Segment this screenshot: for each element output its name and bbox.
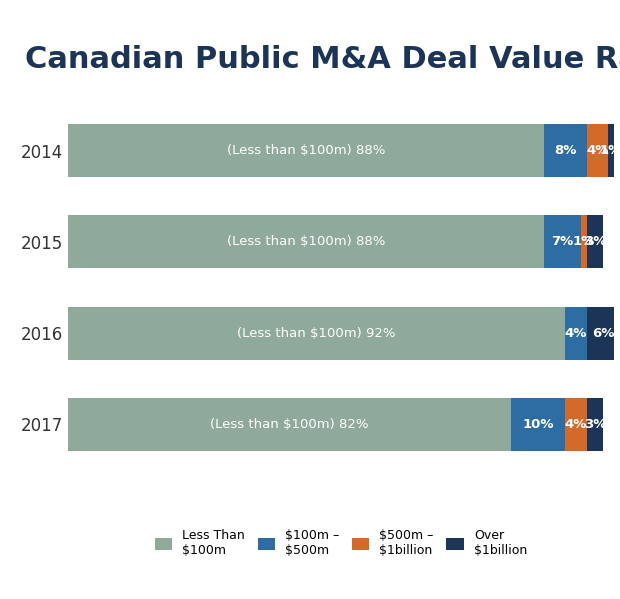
Text: Canadian Public M&A Deal Value Ranges: Canadian Public M&A Deal Value Ranges bbox=[25, 45, 620, 74]
Text: 1%: 1% bbox=[600, 144, 620, 157]
Bar bbox=[565, 307, 587, 359]
Bar bbox=[582, 216, 587, 268]
Legend: Less Than
$100m, $100m –
$500m, $500m –
$1billion, Over
$1billion: Less Than $100m, $100m – $500m, $500m – … bbox=[155, 530, 527, 557]
Text: (Less than $100m) 82%: (Less than $100m) 82% bbox=[210, 418, 369, 431]
Text: 3%: 3% bbox=[583, 235, 606, 249]
Bar bbox=[68, 307, 565, 359]
Text: 4%: 4% bbox=[565, 418, 587, 431]
Bar bbox=[565, 398, 587, 451]
Text: (Less than $100m) 92%: (Less than $100m) 92% bbox=[237, 326, 396, 340]
Bar bbox=[587, 307, 619, 359]
Text: (Less than $100m): (Less than $100m) bbox=[241, 235, 370, 249]
Bar bbox=[608, 124, 614, 177]
Bar bbox=[68, 216, 544, 268]
Bar bbox=[587, 216, 603, 268]
Bar bbox=[544, 124, 587, 177]
Text: (Less than $100m): (Less than $100m) bbox=[241, 144, 370, 157]
Text: (Less than $100m) 88%: (Less than $100m) 88% bbox=[227, 144, 385, 157]
Text: (Less than $100m): (Less than $100m) bbox=[252, 326, 381, 340]
Bar bbox=[587, 124, 608, 177]
Text: 4%: 4% bbox=[565, 326, 587, 340]
Text: 4%: 4% bbox=[587, 144, 609, 157]
Text: 3%: 3% bbox=[583, 418, 606, 431]
Bar bbox=[511, 398, 565, 451]
Bar bbox=[544, 216, 582, 268]
Text: 6%: 6% bbox=[592, 326, 614, 340]
Text: (Less than $100m) 88%: (Less than $100m) 88% bbox=[227, 235, 385, 249]
Text: 10%: 10% bbox=[523, 418, 554, 431]
Bar bbox=[68, 398, 511, 451]
Bar bbox=[587, 398, 603, 451]
Text: 7%: 7% bbox=[551, 235, 574, 249]
Text: 1%: 1% bbox=[573, 235, 595, 249]
Text: (Less than $100m): (Less than $100m) bbox=[225, 418, 354, 431]
Text: 8%: 8% bbox=[554, 144, 577, 157]
Bar bbox=[68, 124, 544, 177]
